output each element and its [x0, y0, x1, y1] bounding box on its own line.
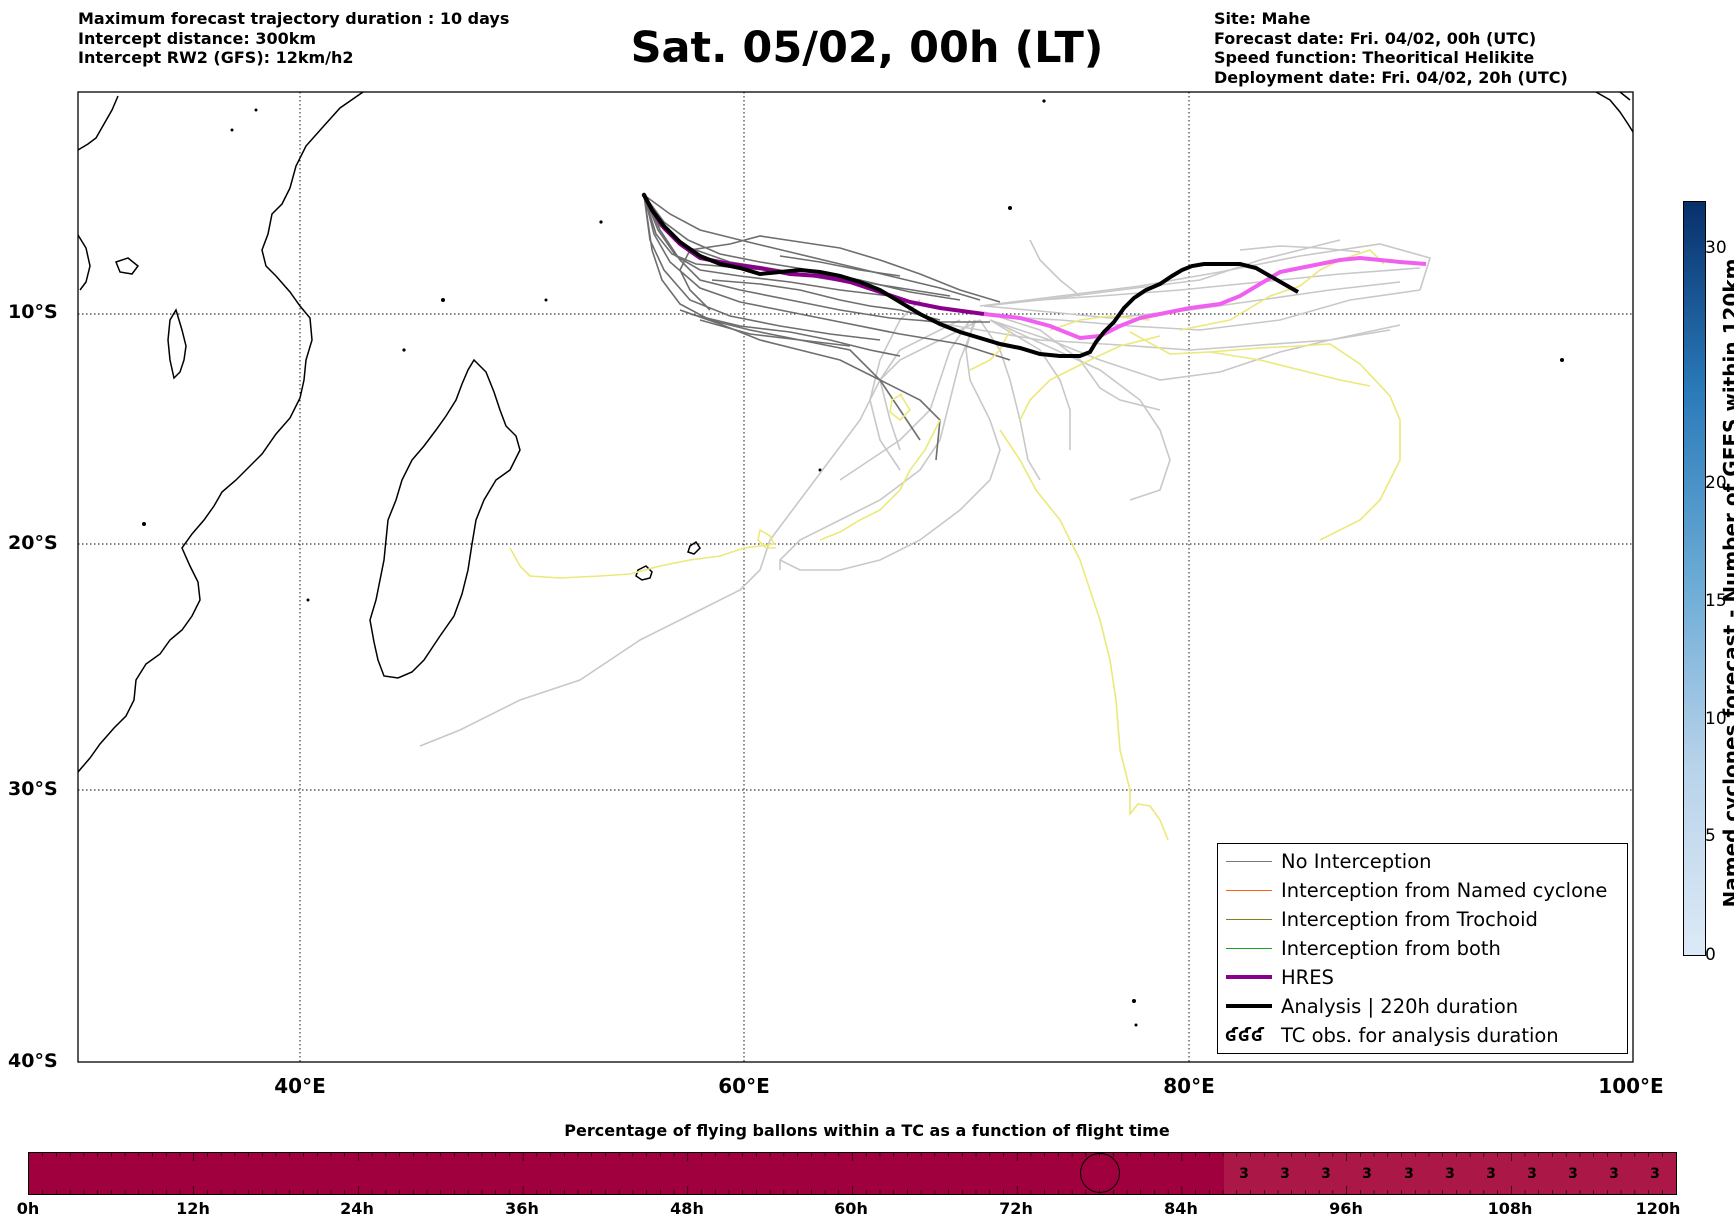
progress-cell: 3	[1445, 1166, 1455, 1182]
hres-track-later	[983, 255, 1427, 341]
tc-percentage-bar[interactable]: 3 3 3 3 3 3 3 3 3 3 3	[28, 1152, 1677, 1195]
legend-swatch	[1226, 890, 1272, 891]
forecast-settings: Maximum forecast trajectory duration : 1…	[78, 9, 509, 68]
legend-item-tc-obs: ʛʛʛ TC obs. for analysis duration	[1218, 1021, 1627, 1050]
legend-item-analysis: Analysis | 220h duration	[1218, 992, 1627, 1021]
progress-ticks	[42, 1153, 1663, 1194]
reunion	[687, 540, 701, 555]
lat-label-10s: 10°S	[8, 301, 58, 323]
time-tick-0h: 0h	[16, 1199, 40, 1218]
progress-cell: 3	[1321, 1166, 1331, 1182]
cyclone-icon: ʛʛʛ	[1225, 1024, 1265, 1046]
lon-label-100e: 100°E	[1598, 1074, 1664, 1098]
comoros	[167, 308, 187, 380]
coastlines	[77, 91, 1634, 773]
east-islands	[1595, 91, 1634, 133]
africa-horn	[77, 234, 91, 291]
africa-north-coast	[77, 95, 119, 151]
site-info: Site: Mahe Forecast date: Fri. 04/02, 00…	[1214, 9, 1568, 87]
legend-swatch	[1226, 1004, 1272, 1008]
mauritius	[635, 565, 653, 581]
trajectory-duration: Maximum forecast trajectory duration : 1…	[78, 9, 510, 28]
time-tick-60h: 60h	[834, 1199, 868, 1218]
progress-cell: 3	[1239, 1166, 1249, 1182]
legend-label: Interception from Trochoid	[1281, 908, 1538, 931]
speed-function: Speed function: Theoritical Helikite	[1214, 48, 1535, 67]
map-legend: No Interception Interception from Named …	[1217, 843, 1628, 1054]
legend-item-named-cyclone: Interception from Named cyclone	[1218, 876, 1627, 905]
progress-cell: 3	[1568, 1166, 1578, 1182]
legend-swatch	[1226, 861, 1272, 862]
legend-item-both: Interception from both	[1218, 934, 1627, 963]
gefs-tracks-light	[419, 239, 1432, 747]
lat-label-20s: 20°S	[8, 532, 58, 554]
progress-cell: 3	[1609, 1166, 1619, 1182]
time-tick-24h: 24h	[340, 1199, 374, 1218]
page-title: Sat. 05/02, 00h (LT)	[630, 23, 1104, 73]
socotra-area	[115, 257, 140, 275]
progress-cells-region	[1224, 1153, 1676, 1194]
legend-label: Interception from both	[1281, 937, 1501, 960]
time-tick-120h: 120h	[1635, 1199, 1681, 1218]
deployment-date: Deployment date: Fri. 04/02, 20h (UTC)	[1214, 67, 1568, 87]
colorbar-tick-5: 5	[1705, 826, 1716, 846]
colorbar	[1683, 201, 1706, 956]
legend-label: Interception from Named cyclone	[1281, 879, 1608, 902]
colorbar-label: Named cyclones forecast - Number of GEFS…	[1719, 258, 1734, 908]
colorbar-gradient	[1684, 202, 1705, 955]
lat-label-40s: 40°S	[8, 1050, 58, 1072]
legend-item-trochoid: Interception from Trochoid	[1218, 905, 1627, 934]
time-tick-36h: 36h	[505, 1199, 539, 1218]
legend-label: HRES	[1281, 966, 1334, 989]
progress-title: Percentage of flying ballons within a TC…	[564, 1121, 1170, 1140]
progress-cell: 3	[1404, 1166, 1414, 1182]
small-islands	[142, 99, 1564, 1027]
legend-swatch	[1226, 948, 1272, 949]
yellow-tracks	[509, 249, 1401, 841]
intercept-distance: Intercept distance: 300km	[78, 28, 317, 48]
colorbar-tick-20: 20	[1705, 473, 1727, 493]
legend-label: TC obs. for analysis duration	[1281, 1024, 1559, 1047]
lon-label-40e: 40°E	[274, 1074, 326, 1098]
progress-cell: 3	[1527, 1166, 1537, 1182]
colorbar-tick-0: 0	[1705, 945, 1716, 965]
legend-item-no-interception: No Interception	[1218, 847, 1627, 876]
forecast-date: Forecast date: Fri. 04/02, 00h (UTC)	[1214, 28, 1537, 48]
time-tick-48h: 48h	[670, 1199, 704, 1218]
progress-cell: 3	[1486, 1166, 1496, 1182]
lat-label-30s: 30°S	[8, 778, 58, 800]
site-name: Site: Mahe	[1214, 9, 1311, 28]
progress-cell: 3	[1280, 1166, 1290, 1182]
map-frame	[77, 91, 1634, 1063]
africa-coast	[77, 91, 364, 773]
legend-label: Analysis | 220h duration	[1281, 995, 1519, 1018]
progress-cell: 3	[1650, 1166, 1660, 1182]
progress-cell: 3	[1362, 1166, 1372, 1182]
legend-label: No Interception	[1281, 850, 1432, 873]
time-tick-12h: 12h	[176, 1199, 210, 1218]
colorbar-tick-30: 30	[1705, 238, 1727, 258]
legend-item-hres: HRES	[1218, 963, 1627, 992]
time-tick-96h: 96h	[1329, 1199, 1363, 1218]
graticule	[78, 92, 1633, 1062]
gefs-tracks-dark	[643, 194, 1011, 461]
current-time-marker	[1079, 1153, 1120, 1193]
legend-swatch	[1226, 975, 1272, 979]
colorbar-tick-15: 15	[1705, 591, 1727, 611]
colorbar-tick-10: 10	[1705, 709, 1727, 729]
madagascar-coast	[369, 358, 521, 679]
australia-tip	[1619, 91, 1631, 101]
analysis-track	[642, 194, 1299, 358]
lon-label-80e: 80°E	[1163, 1074, 1215, 1098]
time-tick-108h: 108h	[1487, 1199, 1533, 1218]
intercept-rw2: Intercept RW2 (GFS): 12km/h2	[78, 48, 354, 67]
time-tick-84h: 84h	[1164, 1199, 1198, 1218]
legend-swatch	[1226, 919, 1272, 920]
lon-label-60e: 60°E	[718, 1074, 770, 1098]
time-tick-72h: 72h	[999, 1199, 1033, 1218]
